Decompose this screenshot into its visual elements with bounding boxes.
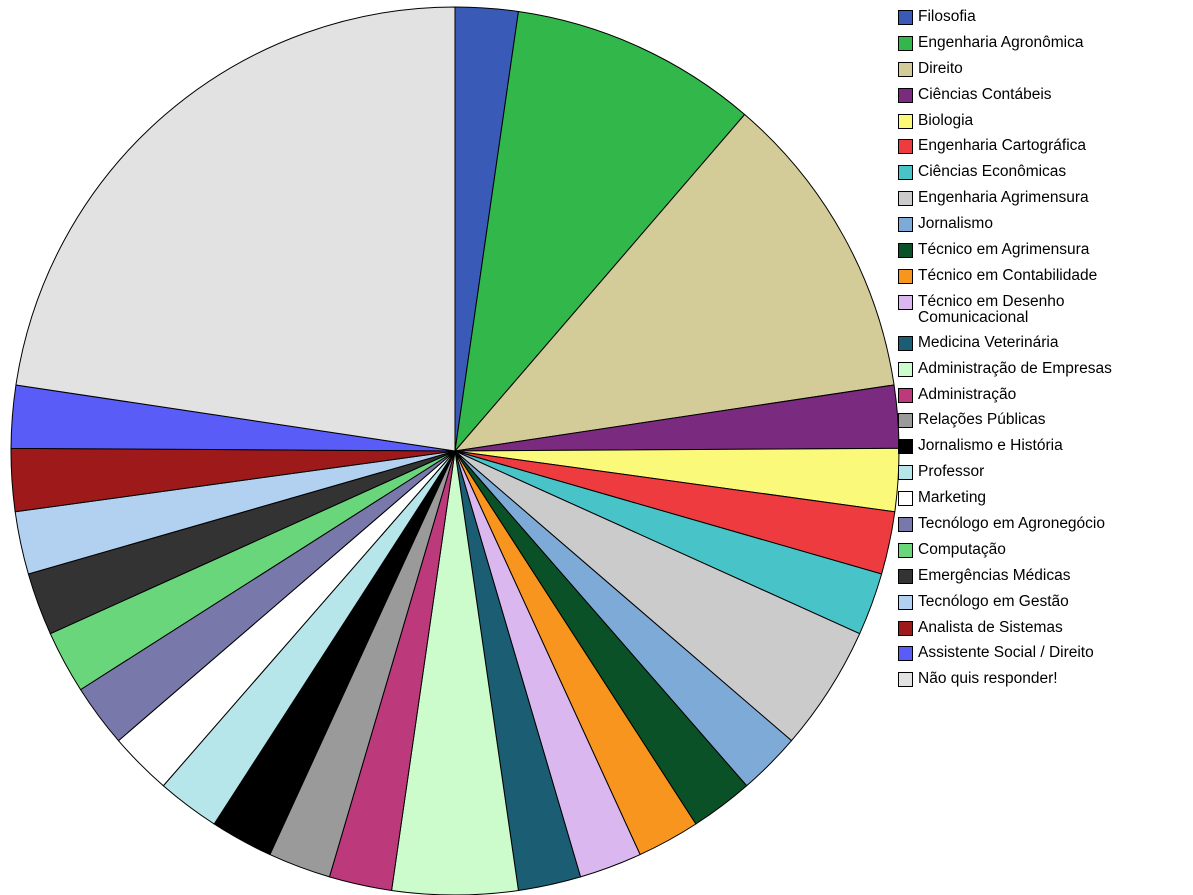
legend-label: Técnico em Desenho Comunicacional [918, 292, 1065, 326]
legend-label: Engenharia Agrimensura [918, 189, 1089, 207]
legend-item-9: Jornalismo [898, 216, 1188, 242]
legend-item-4: Ciências Contábeis [898, 85, 1188, 113]
legend-swatch [898, 61, 913, 77]
legend-label: Biologia [918, 111, 974, 129]
pie-slice-3 [454, 114, 895, 452]
legend-label: Jornalismo e História [918, 437, 1063, 455]
legend-label: Emergências Médicas [918, 566, 1071, 584]
legend-swatch [898, 139, 913, 155]
legend-swatch [898, 243, 913, 259]
legend-swatch [898, 35, 913, 51]
legend-label: Técnico em Contabilidade [918, 266, 1098, 284]
legend-item-24: Analista de Sistemas [898, 618, 1188, 646]
legend-label: Tecnólogo em Gestão [918, 592, 1069, 610]
legend-item-23: Tecnólogo em Gestão [898, 592, 1188, 620]
legend-swatch [898, 542, 913, 558]
legend-swatch [898, 439, 913, 455]
legend-swatch [898, 594, 913, 610]
legend-item-2: Engenharia Agronômica [898, 33, 1188, 61]
legend-label: Não quis responder! [918, 670, 1058, 688]
legend-label: Administração [918, 385, 1017, 403]
legend-swatch [898, 646, 913, 662]
legend-label: Professor [918, 463, 985, 481]
pie-slice-2 [454, 11, 746, 452]
legend-swatch [898, 87, 913, 103]
legend-swatch [898, 217, 913, 233]
legend-label: Analista de Sistemas [918, 618, 1063, 636]
legend-label: Tecnólogo em Agronegócio [918, 515, 1105, 533]
legend-item-3: Direito [898, 59, 1188, 87]
legend-swatch [898, 491, 913, 507]
legend-swatch [898, 517, 913, 533]
legend-item-6: Engenharia Cartográfica [898, 138, 1188, 164]
legend-item-5: Biologia [898, 111, 1188, 139]
legend-swatch [898, 165, 913, 181]
legend-swatch [898, 361, 913, 377]
legend-label: Relações Públicas [918, 411, 1046, 429]
legend-label: Marketing [918, 489, 987, 507]
legend-item-17: Jornalismo e História [898, 438, 1188, 464]
legend-label: Filosofia [918, 8, 976, 25]
legend-swatch [898, 191, 913, 207]
legend-swatch [898, 294, 913, 310]
legend-item-15: Administração [898, 385, 1188, 413]
legend-swatch [898, 387, 913, 403]
legend-item-25: Assistente Social / Direito [898, 645, 1188, 671]
legend-swatch [898, 268, 913, 284]
legend-label: Assistente Social / Direito [918, 644, 1094, 662]
legend-label: Engenharia Agronômica [918, 33, 1084, 51]
legend-label: Engenharia Cartográfica [918, 137, 1087, 155]
legend-item-8: Engenharia Agrimensura [898, 190, 1188, 216]
legend-item-19: Marketing [898, 490, 1188, 516]
pie-slices [10, 6, 900, 895]
legend-item-10: Técnico em Agrimensura [898, 242, 1188, 268]
legend-label: Computação [918, 540, 1006, 558]
legend-swatch [898, 568, 913, 584]
legend-swatch [898, 413, 913, 429]
legend-item-13: Medicina Veterinária [898, 333, 1188, 361]
legend-label: Técnico em Agrimensura [918, 241, 1090, 259]
legend-swatch [898, 10, 913, 25]
legend-item-12: Técnico em Desenho Comunicacional [898, 292, 1188, 335]
legend-item-7: Ciências Econômicas [898, 164, 1188, 190]
legend-item-22: Emergências Médicas [898, 566, 1188, 594]
legend-label: Medicina Veterinária [918, 333, 1059, 351]
legend-item-1: Filosofia [898, 9, 1188, 35]
legend-item-20: Tecnólogo em Agronegócio [898, 516, 1188, 542]
legend: Filosofia Engenharia Agronômica Direito Ciê… [898, 9, 1188, 697]
legend-item-26: Não quis responder! [898, 671, 1188, 697]
legend-swatch [898, 620, 913, 636]
legend-item-18: Professor [898, 464, 1188, 490]
legend-item-21: Computação [898, 540, 1188, 568]
legend-label: Jornalismo [918, 215, 993, 233]
legend-label: Ciências Econômicas [918, 163, 1067, 181]
legend-swatch [898, 465, 913, 481]
legend-label: Administração de Empresas [918, 359, 1112, 377]
legend-swatch [898, 335, 913, 351]
pie-slice-26 [15, 6, 456, 452]
legend-item-14: Administração de Empresas [898, 359, 1188, 387]
legend-swatch [898, 672, 913, 688]
legend-swatch [898, 113, 913, 129]
legend-label: Ciências Contábeis [918, 85, 1052, 103]
legend-item-16: Relações Públicas [898, 412, 1188, 438]
legend-label: Direito [918, 59, 963, 77]
legend-item-11: Técnico em Contabilidade [898, 266, 1188, 294]
